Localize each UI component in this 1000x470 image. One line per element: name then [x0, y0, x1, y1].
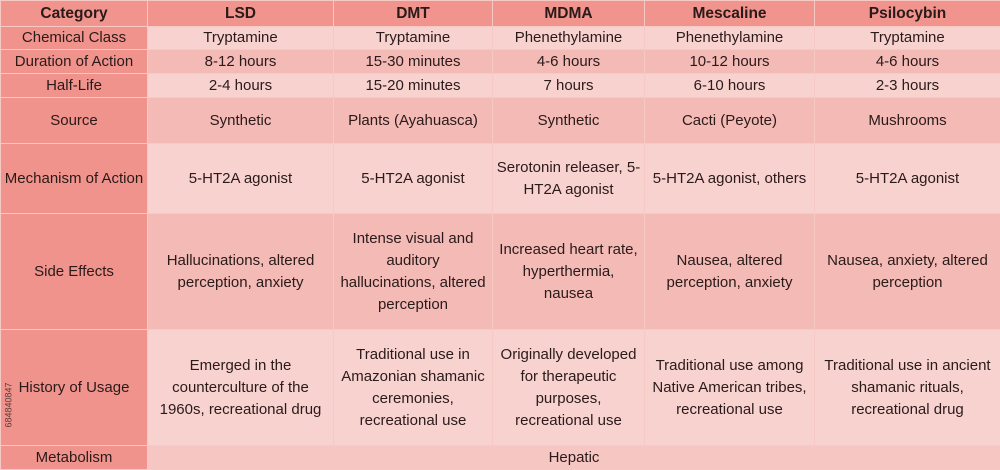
row-label: Metabolism: [1, 446, 148, 470]
row-source: Source Synthetic Plants (Ayahuasca) Synt…: [1, 98, 1000, 144]
row-label: Mechanism of Action: [1, 144, 148, 214]
table-cell: Cacti (Peyote): [645, 98, 815, 144]
table-cell: Nausea, anxiety, altered perception: [815, 214, 1000, 330]
row-label: Chemical Class: [1, 27, 148, 50]
table-cell: Increased heart rate, hyperthermia, naus…: [493, 214, 645, 330]
table-cell: 15-20 minutes: [334, 74, 493, 98]
table-cell: 5-HT2A agonist: [334, 144, 493, 214]
header-dmt: DMT: [334, 1, 493, 27]
table-cell: 4-6 hours: [493, 50, 645, 74]
row-label: Duration of Action: [1, 50, 148, 74]
table-cell: 10-12 hours: [645, 50, 815, 74]
merged-cell: Hepatic: [148, 446, 1000, 470]
row-mechanism: Mechanism of Action 5-HT2A agonist 5-HT2…: [1, 144, 1000, 214]
table-cell: Emerged in the counterculture of the 196…: [148, 330, 334, 446]
header-row: Category LSD DMT MDMA Mescaline Psilocyb…: [1, 1, 1000, 27]
table-cell: Serotonin releaser, 5-HT2A agonist: [493, 144, 645, 214]
table-cell: Traditional use in Amazonian shamanic ce…: [334, 330, 493, 446]
header-psilocybin: Psilocybin: [815, 1, 1000, 27]
table-cell: 5-HT2A agonist: [815, 144, 1000, 214]
table-cell: Tryptamine: [815, 27, 1000, 50]
table-cell: 5-HT2A agonist: [148, 144, 334, 214]
header-lsd: LSD: [148, 1, 334, 27]
row-label: History of Usage: [1, 330, 148, 446]
row-duration: Duration of Action 8-12 hours 15-30 minu…: [1, 50, 1000, 74]
table-cell: 7 hours: [493, 74, 645, 98]
row-label: Half-Life: [1, 74, 148, 98]
table-cell: Traditional use among Native American tr…: [645, 330, 815, 446]
table-cell: Phenethylamine: [645, 27, 815, 50]
table-cell: Synthetic: [148, 98, 334, 144]
table-cell: Intense visual and auditory hallucinatio…: [334, 214, 493, 330]
row-label: Source: [1, 98, 148, 144]
table-cell: Tryptamine: [148, 27, 334, 50]
header-mdma: MDMA: [493, 1, 645, 27]
header-mescaline: Mescaline: [645, 1, 815, 27]
table-cell: Originally developed for therapeutic pur…: [493, 330, 645, 446]
table-cell: Traditional use in ancient shamanic ritu…: [815, 330, 1000, 446]
table-cell: 6-10 hours: [645, 74, 815, 98]
stock-id-text: 684840847: [4, 382, 14, 427]
table-cell: Tryptamine: [334, 27, 493, 50]
table-cell: Nausea, altered perception, anxiety: [645, 214, 815, 330]
table-cell: 5-HT2A agonist, others: [645, 144, 815, 214]
table-cell: Phenethylamine: [493, 27, 645, 50]
table-cell: Hallucinations, altered perception, anxi…: [148, 214, 334, 330]
table-cell: 2-4 hours: [148, 74, 334, 98]
row-label: Side Effects: [1, 214, 148, 330]
row-half-life: Half-Life 2-4 hours 15-20 minutes 7 hour…: [1, 74, 1000, 98]
table-cell: 2-3 hours: [815, 74, 1000, 98]
table-cell: Plants (Ayahuasca): [334, 98, 493, 144]
row-history: History of Usage Emerged in the counterc…: [1, 330, 1000, 446]
row-chemical-class: Chemical Class Tryptamine Tryptamine Phe…: [1, 27, 1000, 50]
stock-id-watermark: 684840847: [2, 350, 16, 460]
table-cell: 4-6 hours: [815, 50, 1000, 74]
table-cell: Synthetic: [493, 98, 645, 144]
table-cell: Mushrooms: [815, 98, 1000, 144]
row-side-effects: Side Effects Hallucinations, altered per…: [1, 214, 1000, 330]
table-cell: 15-30 minutes: [334, 50, 493, 74]
row-metabolism: Metabolism Hepatic: [1, 446, 1000, 470]
table-cell: 8-12 hours: [148, 50, 334, 74]
header-category: Category: [1, 1, 148, 27]
